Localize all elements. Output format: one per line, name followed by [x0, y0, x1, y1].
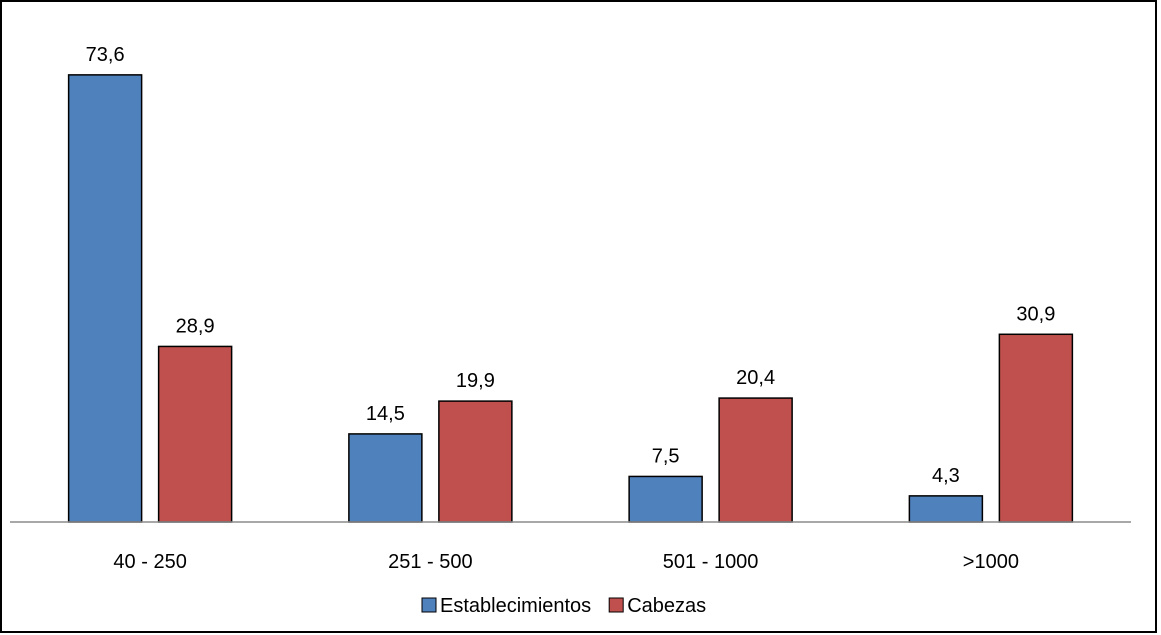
data-label-establecimientos-1: 14,5 — [366, 403, 405, 425]
bar-cabezas-3 — [998, 333, 1074, 523]
bars-group: 73,6 28,9 14,5 19,9 7,5 20,4 4,3 30,9 — [67, 44, 1074, 523]
legend-swatch-establecimientos — [421, 597, 437, 613]
category-label: 251 - 500 — [388, 551, 473, 573]
data-label-establecimientos-0: 73,6 — [86, 44, 125, 66]
legend-swatch-cabezas — [608, 597, 624, 613]
data-label-cabezas-2: 20,4 — [736, 367, 775, 389]
data-label-establecimientos-2: 7,5 — [652, 445, 680, 467]
category-labels: 40 - 250 251 - 500 501 - 1000 >1000 — [113, 551, 1019, 573]
bar-establecimientos-1 — [348, 433, 423, 523]
legend: Establecimientos Cabezas — [421, 595, 706, 617]
category-label: >1000 — [963, 551, 1019, 573]
bar-establecimientos-3 — [908, 495, 984, 523]
legend-label-establecimientos: Establecimientos — [440, 595, 591, 617]
category-label: 40 - 250 — [113, 551, 186, 573]
category-label: 501 - 1000 — [663, 551, 759, 573]
bar-cabezas-2 — [718, 397, 793, 523]
bar-cabezas-0 — [157, 345, 233, 523]
bar-establecimientos-0 — [67, 74, 143, 523]
bar-establecimientos-2 — [628, 475, 703, 523]
data-label-cabezas-3: 30,9 — [1016, 303, 1055, 325]
bar-cabezas-1 — [438, 400, 513, 523]
data-label-cabezas-1: 19,9 — [456, 370, 495, 392]
legend-label-cabezas: Cabezas — [627, 595, 706, 617]
data-label-establecimientos-3: 4,3 — [932, 465, 960, 487]
data-label-cabezas-0: 28,9 — [176, 315, 215, 337]
